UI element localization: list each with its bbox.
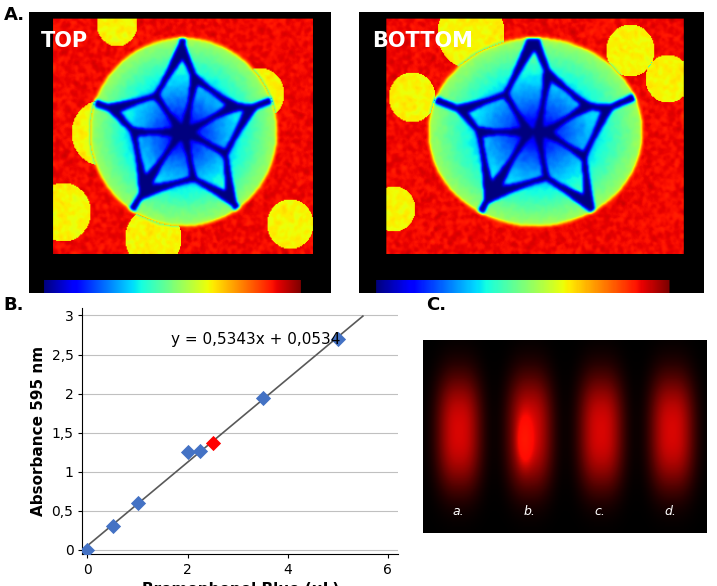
Point: [82, 545, 93, 554]
Y-axis label: Absorbance 595 nm: Absorbance 595 nm: [31, 346, 46, 516]
Point: [132, 498, 143, 507]
Text: a.: a.: [452, 505, 464, 518]
Text: BOTTOM: BOTTOM: [372, 32, 473, 52]
X-axis label: Bromophenol Blue (μL): Bromophenol Blue (μL): [141, 582, 339, 586]
Text: d.: d.: [665, 505, 677, 518]
Point: [194, 446, 206, 455]
Text: c.: c.: [594, 505, 605, 518]
Text: B.: B.: [4, 296, 24, 314]
Text: b.: b.: [523, 505, 535, 518]
Point: [207, 438, 219, 448]
Text: TOP: TOP: [41, 32, 88, 52]
Text: A.: A.: [4, 6, 24, 24]
Point: [332, 334, 343, 343]
Text: C.: C.: [427, 296, 447, 314]
Text: y = 0,5343x + 0,0534: y = 0,5343x + 0,0534: [171, 332, 340, 347]
Point: [107, 522, 118, 531]
Point: [182, 448, 194, 457]
Point: [257, 393, 268, 402]
